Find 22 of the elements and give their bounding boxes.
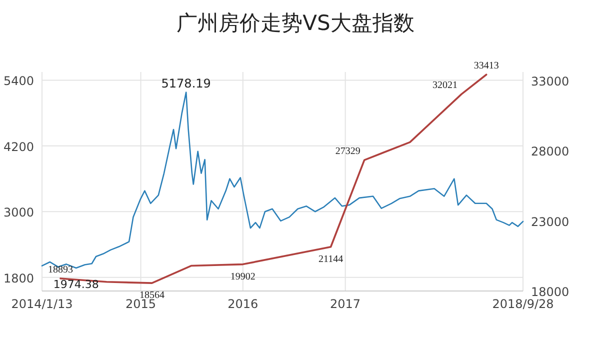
x-tick-label: 2014/1/13 [11, 297, 73, 311]
y-tick-label: 5400 [3, 74, 34, 88]
y2-tick-label: 23000 [531, 214, 570, 229]
y2-tick-label: 33000 [531, 74, 570, 88]
x-tick-label: 2018/9/28 [492, 297, 554, 311]
x-tick-label: 2016 [228, 297, 258, 311]
annotation: 1974.38 [53, 278, 99, 291]
annotation: 5178.19 [161, 76, 211, 90]
data-label: 32021 [432, 80, 458, 92]
y-tick-label: 4200 [3, 140, 34, 154]
data-label: 21144 [318, 254, 344, 265]
data-label: 33413 [474, 60, 499, 72]
data-label: 27329 [335, 146, 360, 158]
x-tick-label: 2015 [126, 297, 156, 311]
y2-tick-label: 28000 [531, 144, 570, 159]
y-tick-label: 3000 [3, 206, 34, 220]
y2-tick-label: 18000 [531, 285, 570, 299]
chart-title: 广州房价走势VS大盘指数 [176, 11, 414, 35]
y-tick-label: 1800 [3, 271, 34, 286]
x-tick-label: 2017 [330, 297, 361, 311]
data-label: 19902 [230, 271, 256, 282]
data-label: 18893 [48, 264, 73, 276]
